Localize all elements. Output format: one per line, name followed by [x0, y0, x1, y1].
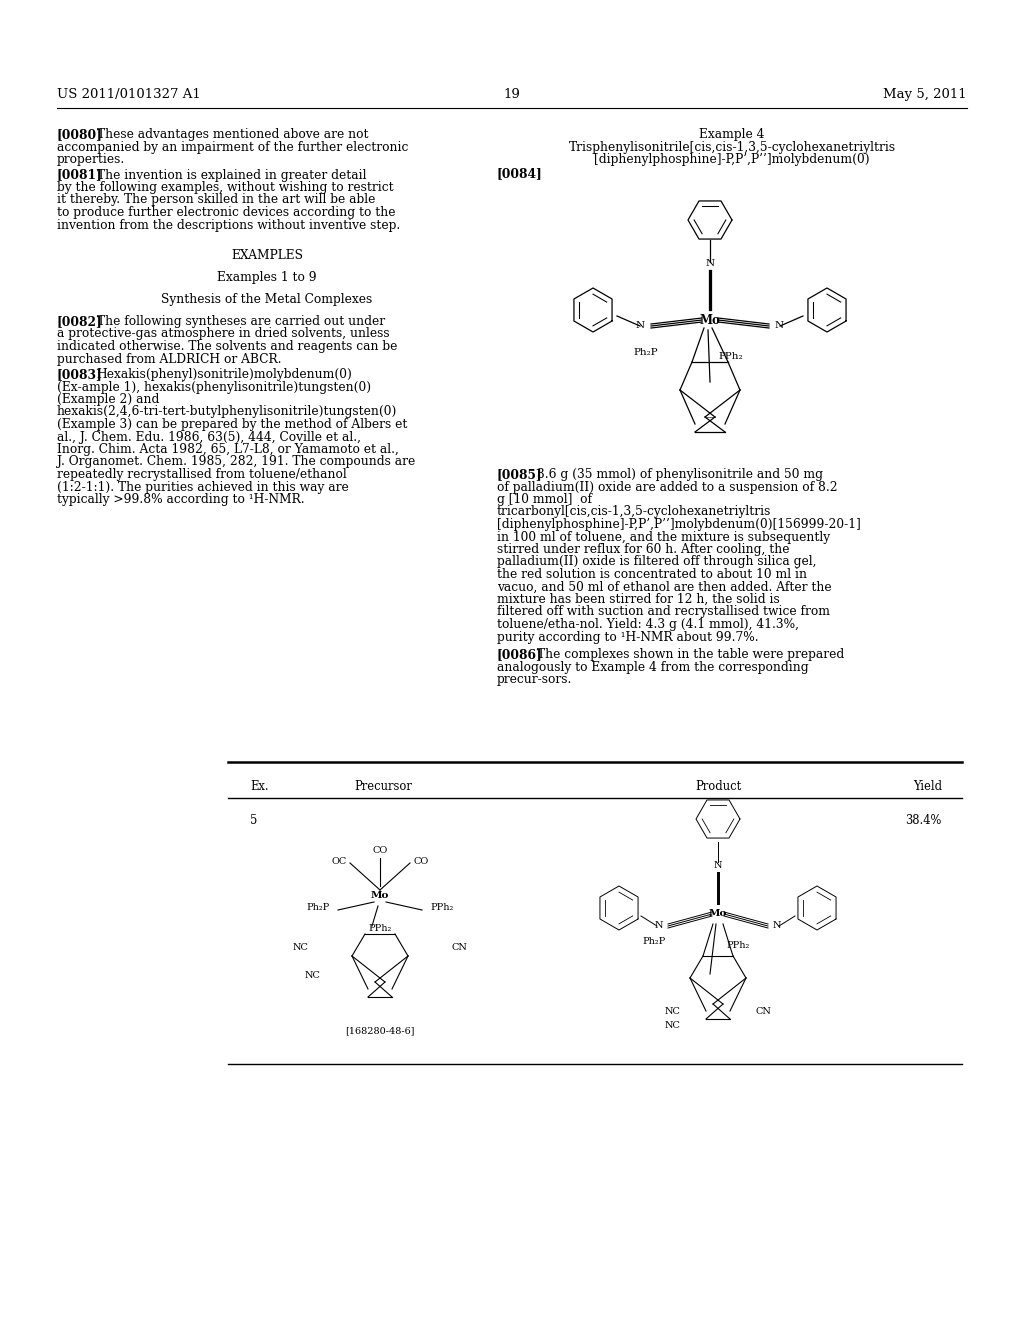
Text: it thereby. The person skilled in the art will be able: it thereby. The person skilled in the ar… [57, 194, 376, 206]
Text: stirred under reflux for 60 h. After cooling, the: stirred under reflux for 60 h. After coo… [497, 543, 790, 556]
Text: [diphenylphosphine]-P,P’,P’’]molybdenum(0)[156999-20-1]: [diphenylphosphine]-P,P’,P’’]molybdenum(… [497, 517, 861, 531]
Text: Example 4: Example 4 [699, 128, 765, 141]
Text: US 2011/0101327 A1: US 2011/0101327 A1 [57, 88, 201, 102]
Text: accompanied by an impairment of the further electronic: accompanied by an impairment of the furt… [57, 140, 409, 153]
Text: (Example 2) and: (Example 2) and [57, 393, 163, 407]
Text: May 5, 2011: May 5, 2011 [884, 88, 967, 102]
Text: N: N [714, 861, 722, 870]
Text: The following syntheses are carried out under: The following syntheses are carried out … [96, 315, 385, 327]
Text: N: N [654, 921, 663, 931]
Text: vacuo, and 50 ml of ethanol are then added. After the: vacuo, and 50 ml of ethanol are then add… [497, 581, 831, 594]
Text: palladium(II) oxide is filtered off through silica gel,: palladium(II) oxide is filtered off thro… [497, 556, 816, 569]
Text: a protective-gas atmosphere in dried solvents, unless: a protective-gas atmosphere in dried sol… [57, 327, 389, 341]
Text: N: N [706, 259, 715, 268]
Text: analogously to Example 4 from the corresponding: analogously to Example 4 from the corres… [497, 660, 809, 673]
Text: 19: 19 [504, 88, 520, 102]
Text: 5: 5 [250, 814, 257, 828]
Text: g [10 mmol]  of: g [10 mmol] of [497, 492, 596, 506]
Text: J. Organomet. Chem. 1985, 282, 191. The compounds are: J. Organomet. Chem. 1985, 282, 191. The … [57, 455, 416, 469]
Text: PPh₂: PPh₂ [726, 941, 750, 950]
Text: PPh₂: PPh₂ [718, 352, 742, 360]
Text: indicated otherwise. The solvents and reagents can be: indicated otherwise. The solvents and re… [57, 341, 397, 352]
Text: Product: Product [695, 780, 741, 793]
Text: Examples 1 to 9: Examples 1 to 9 [217, 271, 316, 284]
Text: Synthesis of the Metal Complexes: Synthesis of the Metal Complexes [162, 293, 373, 306]
Text: (Ex‐ample 1), hexakis(phenylisonitrile)tungsten(0): (Ex‐ample 1), hexakis(phenylisonitrile)t… [57, 380, 371, 393]
Text: of palladium(II) oxide are added to a suspension of 8.2: of palladium(II) oxide are added to a su… [497, 480, 838, 494]
Text: CN: CN [756, 1006, 772, 1015]
Text: Yield: Yield [912, 780, 942, 793]
Text: Precursor: Precursor [354, 780, 412, 793]
Text: purity according to ¹H-NMR about 99.7%.: purity according to ¹H-NMR about 99.7%. [497, 631, 759, 644]
Text: CN: CN [452, 944, 468, 953]
Text: [0080]: [0080] [57, 128, 102, 141]
Text: OC: OC [332, 857, 347, 866]
Text: N: N [636, 322, 645, 330]
Text: mixture has been stirred for 12 h, the solid is: mixture has been stirred for 12 h, the s… [497, 593, 779, 606]
Text: N: N [773, 921, 781, 931]
Text: PPh₂: PPh₂ [368, 924, 391, 933]
Text: The complexes shown in the table were prepared: The complexes shown in the table were pr… [537, 648, 844, 661]
Text: (1:2-1:1). The purities achieved in this way are: (1:2-1:1). The purities achieved in this… [57, 480, 349, 494]
Text: the red solution is concentrated to about 10 ml in: the red solution is concentrated to abou… [497, 568, 807, 581]
Text: NC: NC [665, 1022, 680, 1031]
Text: The invention is explained in greater detail: The invention is explained in greater de… [96, 169, 367, 181]
Text: CO: CO [373, 846, 388, 855]
Text: [0085]: [0085] [497, 469, 543, 480]
Text: CO: CO [413, 857, 428, 866]
Text: Trisphenylisonitrile[cis,cis-1,3,5-cyclohexanetriyltris: Trisphenylisonitrile[cis,cis-1,3,5-cyclo… [568, 140, 896, 153]
Text: PPh₂: PPh₂ [430, 903, 454, 912]
Text: Hexakis(phenyl)sonitrile)molybdenum(0): Hexakis(phenyl)sonitrile)molybdenum(0) [96, 368, 352, 381]
Text: [168280-48-6]: [168280-48-6] [345, 1026, 415, 1035]
Text: N: N [775, 322, 784, 330]
Text: [0082]: [0082] [57, 315, 102, 327]
Text: filtered off with suction and recrystallised twice from: filtered off with suction and recrystall… [497, 606, 830, 619]
Text: Ph₂P: Ph₂P [643, 937, 666, 946]
Text: properties.: properties. [57, 153, 125, 166]
Text: Mo: Mo [371, 891, 389, 900]
Text: 3.6 g (35 mmol) of phenylisonitrile and 50 mg: 3.6 g (35 mmol) of phenylisonitrile and … [537, 469, 822, 480]
Text: Inorg. Chim. Acta 1982, 65, L7-L8, or Yamamoto et al.,: Inorg. Chim. Acta 1982, 65, L7-L8, or Ya… [57, 444, 399, 455]
Text: tricarbonyl[cis,cis-1,3,5-cyclohexanetriyltris: tricarbonyl[cis,cis-1,3,5-cyclohexanetri… [497, 506, 771, 519]
Text: EXAMPLES: EXAMPLES [231, 249, 303, 261]
Text: Mo: Mo [699, 314, 721, 326]
Text: al., J. Chem. Edu. 1986, 63(5), 444, Coville et al.,: al., J. Chem. Edu. 1986, 63(5), 444, Cov… [57, 430, 361, 444]
Text: [0086]: [0086] [497, 648, 543, 661]
Text: [0083]: [0083] [57, 368, 102, 381]
Text: typically >99.8% according to ¹H-NMR.: typically >99.8% according to ¹H-NMR. [57, 492, 304, 506]
Text: precur‐sors.: precur‐sors. [497, 673, 572, 686]
Text: purchased from ALDRICH or ABCR.: purchased from ALDRICH or ABCR. [57, 352, 282, 366]
Text: Ex.: Ex. [250, 780, 268, 793]
Text: [diphenylphosphine]-P,P’,P’’]molybdenum(0): [diphenylphosphine]-P,P’,P’’]molybdenum(… [594, 153, 869, 166]
Text: [0081]: [0081] [57, 169, 102, 181]
Text: (Example 3) can be prepared by the method of Albers et: (Example 3) can be prepared by the metho… [57, 418, 408, 432]
Text: Ph₂P: Ph₂P [307, 903, 330, 912]
Text: Ph₂P: Ph₂P [634, 348, 658, 356]
Text: 38.4%: 38.4% [905, 814, 942, 828]
Text: [0084]: [0084] [497, 168, 543, 181]
Text: by the following examples, without wishing to restrict: by the following examples, without wishi… [57, 181, 393, 194]
Text: NC: NC [304, 972, 319, 981]
Text: These advantages mentioned above are not: These advantages mentioned above are not [96, 128, 368, 141]
Text: NC: NC [665, 1006, 680, 1015]
Text: to produce further electronic devices according to the: to produce further electronic devices ac… [57, 206, 395, 219]
Text: invention from the descriptions without inventive step.: invention from the descriptions without … [57, 219, 400, 231]
Text: toluene/etha‐nol. Yield: 4.3 g (4.1 mmol), 41.3%,: toluene/etha‐nol. Yield: 4.3 g (4.1 mmol… [497, 618, 799, 631]
Text: in 100 ml of toluene, and the mixture is subsequently: in 100 ml of toluene, and the mixture is… [497, 531, 830, 544]
Text: Mo: Mo [709, 909, 727, 919]
Text: hexakis(2,4,6-tri-tert-butylphenylisonitrile)tungsten(0): hexakis(2,4,6-tri-tert-butylphenylisonit… [57, 405, 397, 418]
Text: repeatedly recrystallised from toluene/ethanol: repeatedly recrystallised from toluene/e… [57, 469, 347, 480]
Text: NC: NC [292, 944, 308, 953]
